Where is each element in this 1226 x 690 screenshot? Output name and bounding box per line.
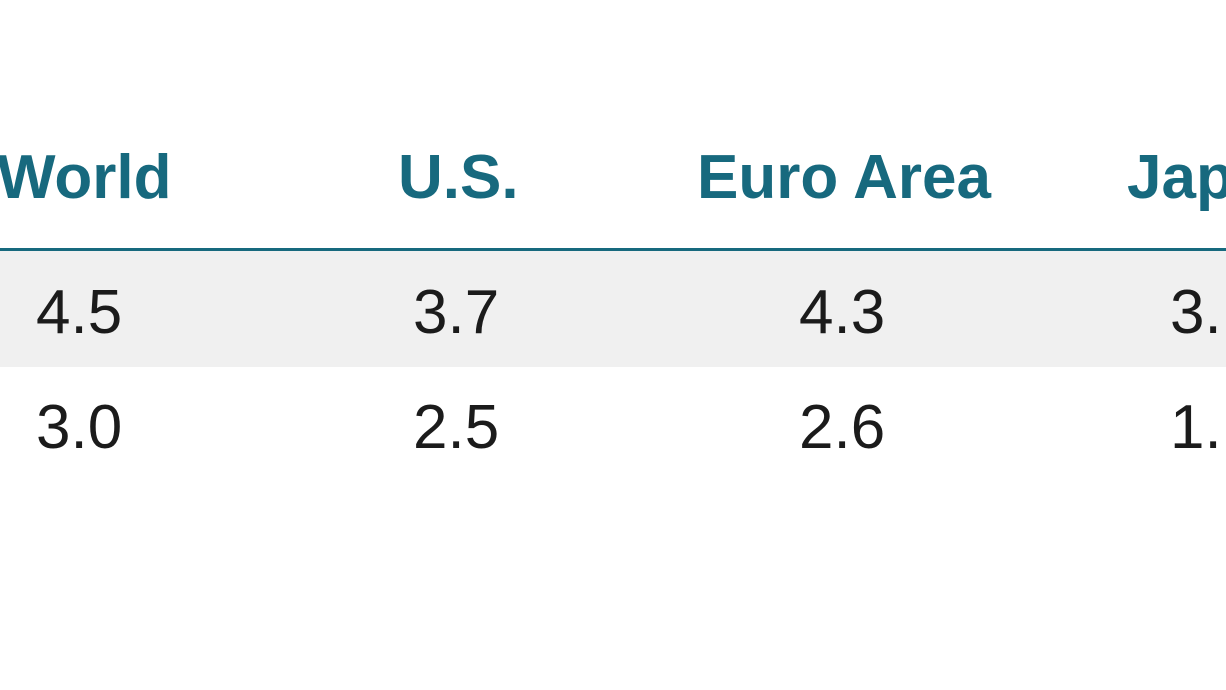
column-header: U.S. xyxy=(398,143,519,212)
column-header: World xyxy=(0,143,172,212)
table-cell: 3. xyxy=(1170,278,1222,347)
header-rule xyxy=(0,248,1226,251)
table-cell: 2.6 xyxy=(799,393,886,462)
column-header: Jap xyxy=(1127,143,1226,212)
row-band xyxy=(0,251,1226,367)
table-cell: 4.3 xyxy=(799,278,886,347)
column-header: Euro Area xyxy=(697,143,992,212)
table-cell: 3.7 xyxy=(413,278,500,347)
table-cell: 3.0 xyxy=(36,393,123,462)
table-cell: 1. xyxy=(1170,393,1222,462)
table-cell: 4.5 xyxy=(36,278,123,347)
table-cell: 2.5 xyxy=(413,393,500,462)
